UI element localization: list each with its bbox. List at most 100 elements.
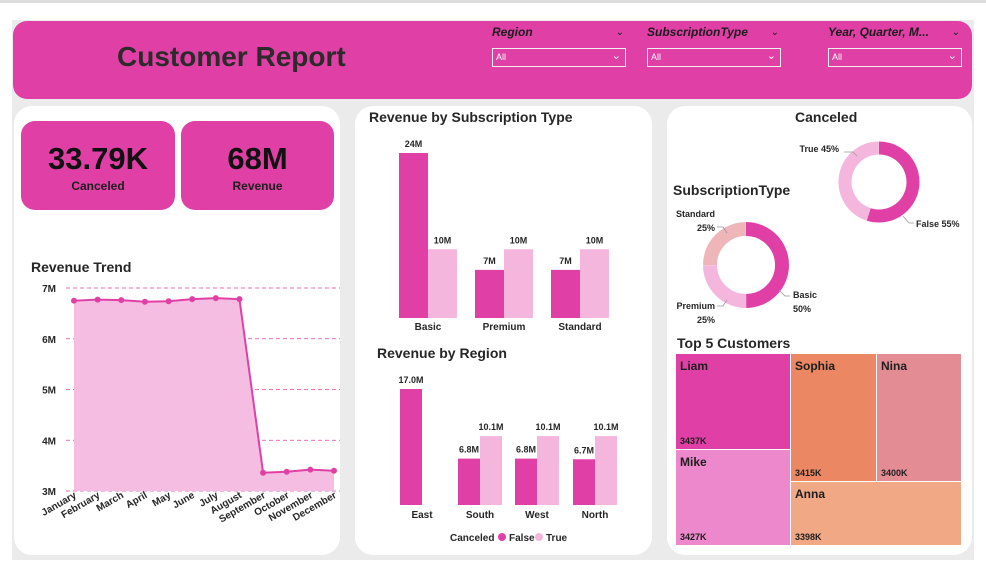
date-slicer[interactable]: Year, Quarter, M... ⌄ All ⌄ bbox=[828, 25, 962, 67]
chevron-down-icon[interactable]: ⌄ bbox=[951, 27, 960, 38]
data-label: 24M bbox=[405, 139, 423, 149]
subscription-slicer[interactable]: SubscriptionType ⌄ All ⌄ bbox=[647, 25, 781, 67]
tile-name: Nina bbox=[881, 359, 908, 373]
tile-value: 3400K bbox=[881, 468, 908, 478]
bar bbox=[537, 436, 559, 505]
trend-point bbox=[141, 298, 148, 305]
leader-line bbox=[902, 215, 914, 224]
tile-name: Anna bbox=[795, 487, 825, 501]
top-divider bbox=[0, 0, 986, 3]
kpi-revenue-card[interactable]: 68M Revenue bbox=[181, 121, 334, 210]
region-slicer[interactable]: Region ⌄ All ⌄ bbox=[492, 25, 626, 67]
kpi-value: 68M bbox=[227, 141, 288, 176]
bar bbox=[580, 249, 609, 318]
kpi-label: Revenue bbox=[232, 179, 283, 193]
subscription-dropdown-value: All bbox=[651, 52, 662, 62]
data-label: 10M bbox=[510, 235, 528, 245]
trend-point bbox=[189, 296, 196, 303]
slice-label-premium-pct: 25% bbox=[697, 315, 715, 325]
leader-line bbox=[844, 151, 858, 157]
region-revenue-chart[interactable]: 17.0M East 6.8M 10.1M South 6.8M 10.1M West 6.7M… bbox=[355, 364, 652, 549]
bar bbox=[551, 269, 580, 318]
legend-true-marker bbox=[535, 533, 543, 541]
y-tick-label: 3M bbox=[42, 487, 56, 498]
region-slicer-label: Region bbox=[492, 25, 533, 39]
treemap-tile[interactable]: Nina 3400K bbox=[877, 354, 961, 481]
region-dropdown-value: All bbox=[496, 52, 507, 62]
category-label: Premium bbox=[483, 322, 526, 333]
area-fill bbox=[74, 298, 334, 491]
data-label: 6.8M bbox=[516, 445, 536, 455]
chevron-down-icon: ⌄ bbox=[766, 50, 776, 62]
bar bbox=[573, 459, 595, 505]
report-header: Customer Report Region ⌄ All ⌄ Subscript… bbox=[13, 21, 972, 99]
donut-slice bbox=[745, 222, 789, 308]
tile-value: 3398K bbox=[795, 532, 822, 542]
trend-point bbox=[71, 297, 77, 304]
legend-false-marker bbox=[498, 533, 506, 541]
bar bbox=[515, 458, 537, 505]
page-title: Customer Report bbox=[117, 41, 346, 72]
treemap-tile[interactable]: Mike 3427K bbox=[676, 450, 790, 545]
donut-slice bbox=[838, 141, 880, 221]
data-label: 7M bbox=[483, 256, 496, 266]
x-tick-label: April bbox=[124, 490, 149, 511]
slice-label-basic: Basic bbox=[793, 290, 817, 300]
top-customers-title: Top 5 Customers bbox=[677, 335, 791, 351]
legend-title: Canceled bbox=[450, 533, 494, 544]
trend-point bbox=[307, 466, 314, 473]
subscription-dropdown[interactable]: All ⌄ bbox=[647, 48, 781, 67]
donut-slice bbox=[703, 264, 747, 308]
data-label: 10M bbox=[586, 235, 604, 245]
bar bbox=[428, 249, 457, 318]
y-tick-label: 7M bbox=[42, 284, 56, 295]
data-label: 10.1M bbox=[535, 422, 560, 432]
trend-point bbox=[212, 295, 219, 302]
kpi-canceled-card[interactable]: 33.79K Canceled bbox=[21, 121, 175, 210]
subscription-slicer-label: SubscriptionType bbox=[647, 25, 748, 39]
kpi-value: 33.79K bbox=[48, 141, 148, 176]
data-label: 6.8M bbox=[459, 445, 479, 455]
chevron-down-icon[interactable]: ⌄ bbox=[615, 27, 624, 38]
data-label: 6.7M bbox=[574, 445, 594, 455]
category-label: Standard bbox=[558, 322, 601, 333]
top-customers-treemap[interactable]: Liam 3437K Mike 3427K Sophia 3415K Nina 3400K An… bbox=[676, 354, 962, 546]
trend-point bbox=[260, 469, 267, 476]
trend-point bbox=[236, 296, 243, 303]
subscription-revenue-chart[interactable]: 24M 10M Basic 7M 10M Premium 7M 10M Standard bbox=[355, 128, 652, 338]
date-slicer-label: Year, Quarter, M... bbox=[828, 25, 929, 39]
trend-point bbox=[118, 297, 125, 304]
slice-label-true: True 45% bbox=[799, 144, 839, 154]
tile-value: 3415K bbox=[795, 468, 822, 478]
subscriptiontype-donut-title: SubscriptionType bbox=[673, 182, 791, 198]
category-label: Basic bbox=[415, 322, 442, 333]
subscriptiontype-donut-chart[interactable]: Basic 50% Premium 25% Standard 25% bbox=[667, 202, 972, 332]
legend-false-label: False bbox=[509, 533, 535, 544]
trend-point bbox=[165, 298, 172, 305]
slice-label-standard: Standard bbox=[676, 209, 715, 219]
canceled-donut-title: Canceled bbox=[795, 109, 858, 125]
y-tick-label: 4M bbox=[42, 436, 56, 447]
y-tick-label: 5M bbox=[42, 386, 56, 397]
tile-value: 3427K bbox=[680, 532, 707, 542]
leader-line bbox=[717, 299, 728, 307]
date-dropdown-value: All bbox=[832, 52, 843, 62]
x-tick-label: June bbox=[171, 490, 197, 511]
chevron-down-icon[interactable]: ⌄ bbox=[770, 27, 779, 38]
treemap-tile[interactable]: Anna 3398K bbox=[791, 482, 961, 545]
treemap-tile[interactable]: Sophia 3415K bbox=[791, 354, 876, 481]
canceled-donut-chart[interactable]: True 45% False 55% bbox=[667, 126, 972, 242]
bar bbox=[504, 249, 533, 318]
trend-point bbox=[331, 467, 337, 474]
donut-slice bbox=[703, 222, 747, 266]
kpi-label: Canceled bbox=[71, 179, 125, 193]
revenue-trend-title: Revenue Trend bbox=[31, 259, 132, 275]
region-dropdown[interactable]: All ⌄ bbox=[492, 48, 626, 67]
category-label: North bbox=[582, 510, 609, 521]
bar bbox=[595, 436, 617, 505]
bar bbox=[480, 436, 502, 505]
treemap-tile[interactable]: Liam 3437K bbox=[676, 354, 790, 449]
date-dropdown[interactable]: All ⌄ bbox=[828, 48, 962, 67]
leader-line bbox=[717, 226, 728, 234]
